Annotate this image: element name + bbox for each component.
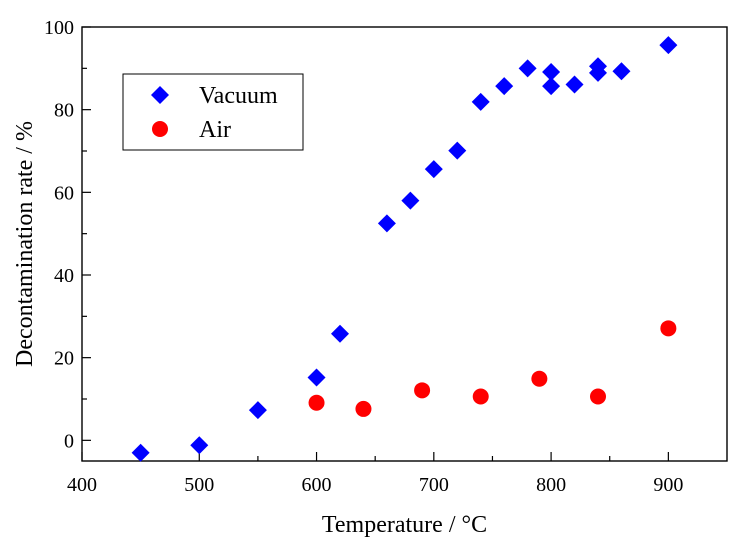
air-point [414, 382, 431, 399]
vacuum-point [131, 443, 150, 462]
legend-label-air: Air [199, 117, 231, 143]
y-tick-label: 100 [44, 17, 74, 39]
legend-label-vacuum: Vacuum [199, 83, 278, 109]
vacuum-point [542, 63, 561, 82]
x-tick-label: 400 [67, 474, 97, 496]
legend-marker-air [152, 121, 168, 137]
vacuum-point [518, 59, 537, 78]
x-tick-label: 700 [419, 474, 449, 496]
vacuum-point [471, 92, 490, 111]
air-point [590, 388, 606, 405]
vacuum-point [589, 63, 607, 82]
y-tick-label: 20 [54, 348, 74, 370]
y-axis: 0 20 40 60 80 100 [44, 17, 91, 452]
vacuum-point [307, 368, 326, 387]
vacuum-point [542, 77, 561, 96]
x-tick-label: 800 [536, 474, 566, 496]
air-point [531, 370, 548, 387]
y-tick-label: 40 [54, 265, 74, 287]
air-point [355, 400, 372, 417]
y-tick-label: 0 [64, 430, 74, 452]
vacuum-point [612, 62, 631, 81]
y-axis-title: Decontamination rate / % [12, 121, 38, 367]
x-tick-label: 500 [184, 474, 214, 496]
x-tick-label: 600 [302, 474, 332, 496]
vacuum-point [190, 436, 209, 455]
plot-frame [81, 26, 728, 462]
legend-marker-vacuum [151, 86, 169, 104]
air-point [308, 394, 325, 411]
vacuum-point [495, 77, 514, 96]
x-axis: 400 500 600 700 800 900 [67, 452, 683, 496]
legend-item-vacuum: Vacuum [151, 83, 278, 109]
x-tick-label: 900 [653, 474, 683, 496]
vacuum-point [448, 141, 467, 160]
data-points [131, 36, 678, 462]
vacuum-point [331, 324, 349, 343]
air-point [660, 320, 677, 337]
vacuum-point [377, 214, 396, 233]
y-tick-label: 60 [54, 182, 74, 204]
legend-box [122, 73, 304, 151]
plot-area: 400 500 600 700 800 900 0 20 40 60 80 100 [44, 17, 728, 496]
air-point [472, 388, 489, 405]
legend: Vacuum Air [122, 73, 304, 151]
legend-item-air: Air [152, 117, 231, 143]
x-axis-title: Temperature / °C [322, 512, 487, 538]
y-tick-label: 80 [54, 100, 74, 122]
vacuum-point [401, 191, 420, 210]
vacuum-point [659, 36, 678, 55]
vacuum-point [248, 401, 267, 420]
vacuum-point [424, 160, 443, 179]
vacuum-point [565, 75, 584, 94]
